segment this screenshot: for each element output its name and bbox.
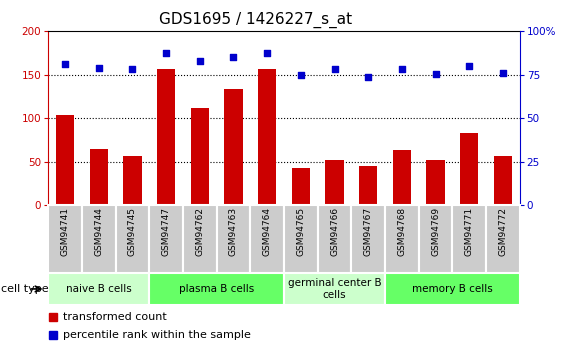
Point [465,63,474,69]
Bar [284,205,318,273]
Bar [82,205,116,273]
Text: germinal center B
cells: germinal center B cells [288,278,381,300]
Text: transformed count: transformed count [63,312,167,322]
Text: cell type: cell type [1,284,49,294]
Bar [352,205,385,273]
Text: GSM94747: GSM94747 [162,207,170,256]
Text: GSM94768: GSM94768 [398,207,406,256]
Text: GSM94762: GSM94762 [195,207,204,256]
Bar [359,166,378,205]
Bar [392,150,411,205]
Text: GSM94769: GSM94769 [431,207,440,256]
Bar [284,273,385,305]
Bar [116,205,149,273]
Text: GSM94772: GSM94772 [498,207,507,256]
Point [128,67,137,72]
Bar [318,205,352,273]
Bar [385,205,419,273]
Bar [426,160,445,205]
Bar [157,69,176,205]
Point [498,70,507,76]
Text: GSM94767: GSM94767 [364,207,373,256]
Bar [258,69,277,205]
Text: plasma B cells: plasma B cells [179,284,254,294]
Point [296,72,306,77]
Text: GSM94744: GSM94744 [94,207,103,256]
Text: GSM94745: GSM94745 [128,207,137,256]
Point [195,58,204,63]
Point [161,50,170,56]
Bar [90,149,108,205]
Bar [486,205,520,273]
Bar [460,133,478,205]
Bar [325,160,344,205]
Text: percentile rank within the sample: percentile rank within the sample [63,330,251,340]
Bar [48,273,149,305]
Text: naive B cells: naive B cells [66,284,132,294]
Point [398,67,407,72]
Point [229,55,238,60]
Point [262,50,272,56]
Bar [123,156,142,205]
Bar [494,156,512,205]
Bar [183,205,216,273]
Text: GSM94741: GSM94741 [61,207,70,256]
Text: GSM94764: GSM94764 [262,207,272,256]
Text: GSM94765: GSM94765 [296,207,306,256]
Bar [385,273,520,305]
Point [94,65,103,70]
Bar [48,205,82,273]
Bar [452,205,486,273]
Text: GSM94763: GSM94763 [229,207,238,256]
Text: GSM94766: GSM94766 [330,207,339,256]
Point [61,61,70,67]
Bar [149,205,183,273]
Bar [224,89,243,205]
Text: GDS1695 / 1426227_s_at: GDS1695 / 1426227_s_at [159,12,352,28]
Point [364,75,373,80]
Bar [419,205,452,273]
Bar [250,205,284,273]
Text: GSM94771: GSM94771 [465,207,474,256]
Bar [291,168,310,205]
Bar [190,108,209,205]
Bar [216,205,250,273]
Text: memory B cells: memory B cells [412,284,493,294]
Bar [56,115,74,205]
Bar [149,273,284,305]
Point [330,67,339,72]
Point [431,71,440,77]
